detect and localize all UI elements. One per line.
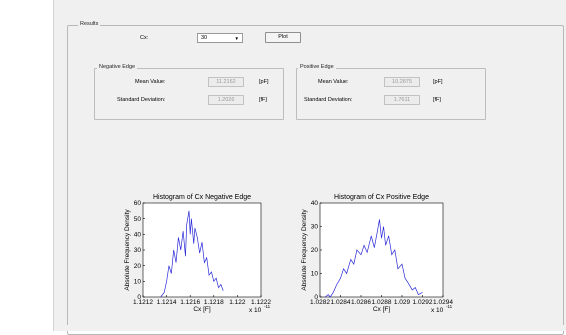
positive-std-label: Standard Deviation: bbox=[304, 97, 353, 103]
neg-y-tick-label: 0 bbox=[137, 294, 141, 301]
plot-button[interactable]: Plot bbox=[265, 32, 301, 43]
pos-x-tick-label: 1.0288 bbox=[372, 299, 392, 306]
neg-y-axis-label: Absolute Frequency Density bbox=[124, 209, 131, 291]
cx-label: Cx: bbox=[140, 35, 149, 41]
pos-y-tick-label: 20 bbox=[311, 247, 319, 254]
pos-y-axis-label: Absolute Frequency Density bbox=[301, 209, 308, 291]
negative-edge-group bbox=[94, 68, 284, 120]
pos-y-tick-label: 10 bbox=[311, 271, 319, 278]
bottom-strip bbox=[54, 325, 566, 331]
positive-edge-group bbox=[296, 68, 486, 120]
negative-mean-field[interactable]: 11.2162 bbox=[208, 77, 244, 87]
pos-histogram-line bbox=[324, 219, 423, 298]
neg-x-axis-label: Cx [F] bbox=[193, 306, 211, 313]
neg-x-tick-label: 1.1214 bbox=[157, 299, 177, 306]
negative-mean-unit: [pF] bbox=[259, 79, 269, 85]
negative-std-unit: [fF] bbox=[259, 97, 267, 103]
pos-plot-area bbox=[319, 202, 444, 298]
neg-histogram-line bbox=[160, 210, 224, 298]
neg-x-tick-label: 1.1222 bbox=[251, 299, 271, 306]
neg-x-tick-label: 1.122 bbox=[229, 299, 246, 306]
positive-std-field[interactable]: 1.7611 bbox=[384, 95, 420, 105]
neg-x-tick-label: 1.1216 bbox=[180, 299, 200, 306]
pos-x-tick-label: 1.0292 bbox=[413, 299, 433, 306]
neg-x-exponent-label: x 10 bbox=[249, 307, 262, 314]
negative-edge-title: Negative Edge bbox=[97, 64, 138, 70]
positive-edge-title: Positive Edge bbox=[298, 64, 336, 70]
neg-x-tick-label: 1.1212 bbox=[133, 299, 153, 306]
positive-mean-unit: [pF] bbox=[433, 79, 443, 85]
pos-chart-title: Histogram of Cx Positive Edge bbox=[334, 194, 429, 201]
positive-std-unit: [fF] bbox=[433, 97, 441, 103]
negative-mean-label: Mean Value: bbox=[135, 79, 166, 85]
pos-x-axis-label: Cx [F] bbox=[373, 306, 391, 313]
cx-selected-value: 30 bbox=[201, 35, 208, 41]
cx-dropdown[interactable]: 30 ▼ bbox=[197, 33, 243, 43]
neg-plot-area bbox=[142, 202, 262, 298]
results-panel-title: Results bbox=[78, 21, 101, 27]
negative-std-label: Standard Deviation: bbox=[117, 97, 166, 103]
neg-x-tick-label: 1.1218 bbox=[204, 299, 224, 306]
neg-y-tick-label: 20 bbox=[134, 263, 142, 270]
pos-x-tick-label: 1.0284 bbox=[331, 299, 351, 306]
pos-x-tick-label: 1.029 bbox=[394, 299, 411, 306]
neg-y-tick-label: 10 bbox=[134, 279, 142, 286]
neg-x-exponent-power: -11 bbox=[264, 304, 271, 309]
neg-y-tick-label: 30 bbox=[134, 247, 142, 254]
pos-x-tick-label: 1.0286 bbox=[351, 299, 371, 306]
neg-chart-title: Histogram of Cx Negative Edge bbox=[153, 194, 251, 201]
neg-y-tick-label: 60 bbox=[134, 200, 142, 207]
positive-mean-label: Mean Value: bbox=[318, 79, 349, 85]
pos-y-tick-label: 0 bbox=[314, 294, 318, 301]
pos-x-tick-label: 1.0294 bbox=[433, 299, 453, 306]
pos-y-tick-label: 40 bbox=[311, 200, 319, 207]
neg-y-tick-label: 40 bbox=[134, 232, 142, 239]
negative-std-field[interactable]: 1.2026 bbox=[208, 95, 244, 105]
app-window: Results Cx: 30 ▼ Plot Negative Edge Mean… bbox=[53, 0, 566, 335]
pos-y-tick-label: 30 bbox=[311, 224, 319, 231]
chevron-down-icon[interactable]: ▼ bbox=[234, 36, 239, 41]
positive-mean-field[interactable]: 10.2875 bbox=[384, 77, 420, 87]
pos-x-exponent-label: x 10 bbox=[431, 307, 444, 314]
neg-histogram: Histogram of Cx Negative Edge 1.1212 1.121… bbox=[124, 194, 271, 314]
pos-x-tick-label: 1.0282 bbox=[310, 299, 330, 306]
pos-x-exponent-power: -11 bbox=[446, 304, 453, 309]
neg-y-tick-label: 50 bbox=[134, 216, 142, 223]
